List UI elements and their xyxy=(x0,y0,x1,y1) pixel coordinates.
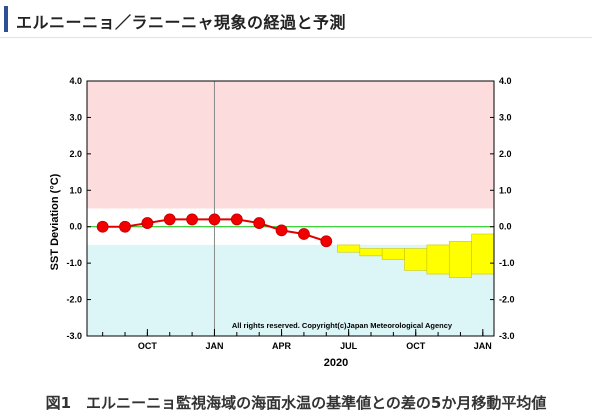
observed-point xyxy=(163,213,176,226)
x-tick-label: OCT xyxy=(138,341,158,351)
copyright-notice: All rights reserved. Copyright(c)Japan M… xyxy=(232,321,453,330)
y-tick-label-right: 1.0 xyxy=(499,185,512,195)
y-tick-label-right: -2.0 xyxy=(499,295,515,305)
y-tick-label-left: 0.0 xyxy=(69,222,82,232)
observed-point xyxy=(275,224,288,237)
y-tick-label-left: -2.0 xyxy=(66,295,82,305)
y-tick-label-right: -3.0 xyxy=(499,331,515,341)
y-tick-label-right: -1.0 xyxy=(499,258,515,268)
y-tick-label-left: -3.0 xyxy=(66,331,82,341)
forecast-box xyxy=(359,248,383,257)
observed-point xyxy=(208,213,221,226)
y-tick-label-right: 3.0 xyxy=(499,112,512,122)
el-nino-band xyxy=(87,81,494,209)
observed-point xyxy=(141,217,154,229)
observed-point xyxy=(230,213,243,226)
page-title: エルニーニョ／ラニーニャ現象の経過と予測 xyxy=(16,13,347,32)
forecast-box xyxy=(337,244,361,253)
sst-deviation-chart: 4.0 4.0 3.0 3.0 2.0 2.0 1.0 1.0 0.0 0.0 -1.0 -1.0 -2… xyxy=(49,76,515,369)
forecast-box xyxy=(381,248,405,260)
header-accent-bar xyxy=(4,6,8,32)
figure-caption: 図1 エルニーニョ監視海域の海面水温の基準値との差の5か月移動平均値 xyxy=(45,394,547,412)
y-tick-label-right: 2.0 xyxy=(499,149,512,159)
x-axis-year-label: 2020 xyxy=(324,357,348,369)
y-tick-label-left: 1.0 xyxy=(69,185,82,195)
forecast-box xyxy=(448,240,472,279)
x-tick-label: JAN xyxy=(474,341,492,351)
y-tick-label-left: 2.0 xyxy=(69,149,82,159)
forecast-box xyxy=(426,244,450,275)
observed-point xyxy=(253,217,266,229)
observed-point xyxy=(320,235,333,248)
observed-point xyxy=(96,220,109,233)
y-tick-label-left: 4.0 xyxy=(69,76,82,86)
observed-point xyxy=(298,228,310,240)
forecast-box xyxy=(404,248,428,271)
plot-frame xyxy=(86,80,495,337)
y-tick-label-left: 3.0 xyxy=(69,112,82,122)
y-axis-label: SST Deviation (°C) xyxy=(49,173,61,270)
x-tick-label: JAN xyxy=(205,341,223,351)
y-tick-label-right: 0.0 xyxy=(499,222,512,232)
forecast-box xyxy=(471,233,495,275)
x-tick-label: OCT xyxy=(406,341,426,351)
page-header: エルニーニョ／ラニーニャ現象の経過と予測 xyxy=(0,0,592,38)
x-tick-label: APR xyxy=(272,341,292,351)
x-tick-label: JUL xyxy=(340,341,358,351)
y-tick-label-left: -1.0 xyxy=(66,258,82,268)
y-tick-label-right: 4.0 xyxy=(499,76,512,86)
observed-point xyxy=(119,220,131,233)
observed-point xyxy=(186,213,199,226)
